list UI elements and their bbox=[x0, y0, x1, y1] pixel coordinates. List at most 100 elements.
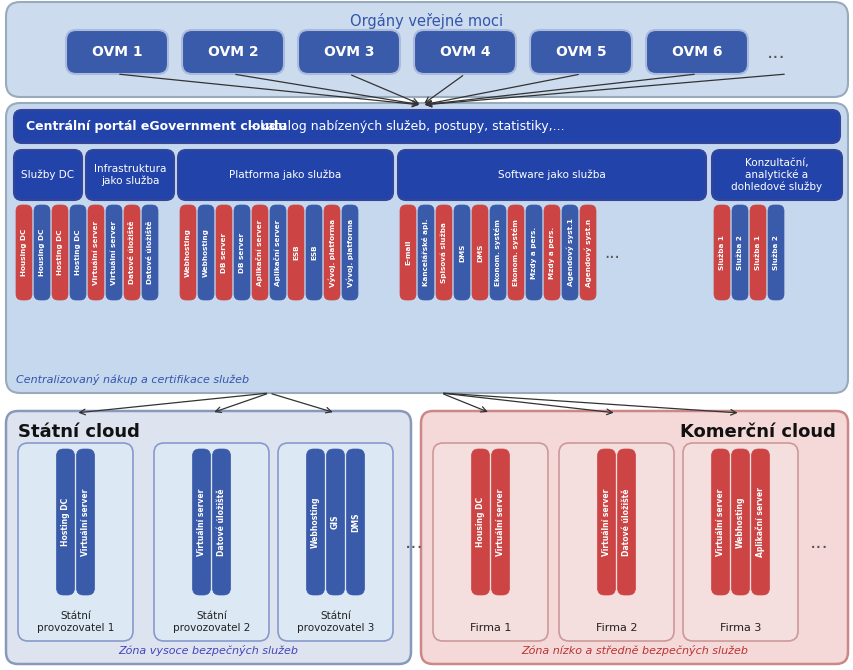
FancyBboxPatch shape bbox=[252, 205, 268, 300]
FancyBboxPatch shape bbox=[397, 150, 705, 200]
FancyBboxPatch shape bbox=[543, 205, 560, 300]
Text: Virtuální server: Virtuální server bbox=[111, 220, 117, 285]
Text: Státní cloud: Státní cloud bbox=[18, 423, 140, 441]
Text: Virtuální server: Virtuální server bbox=[93, 220, 99, 285]
Text: Mzdy a pers.: Mzdy a pers. bbox=[548, 226, 554, 279]
FancyBboxPatch shape bbox=[525, 205, 542, 300]
Text: Aplikační server: Aplikační server bbox=[755, 487, 764, 557]
Text: Datové úložiště: Datové úložiště bbox=[217, 488, 226, 555]
FancyBboxPatch shape bbox=[14, 150, 82, 200]
FancyBboxPatch shape bbox=[399, 205, 415, 300]
Text: OVM 6: OVM 6 bbox=[671, 45, 722, 59]
Text: Platforma jako služba: Platforma jako služba bbox=[229, 170, 341, 180]
Text: OVM 1: OVM 1 bbox=[91, 45, 142, 59]
Text: Datové úložiště: Datové úložiště bbox=[147, 220, 153, 284]
FancyBboxPatch shape bbox=[198, 205, 214, 300]
FancyBboxPatch shape bbox=[561, 205, 577, 300]
Text: Aplikační server: Aplikační server bbox=[274, 219, 281, 285]
Text: DMS: DMS bbox=[458, 243, 464, 262]
FancyBboxPatch shape bbox=[6, 2, 847, 97]
Text: DB server: DB server bbox=[221, 232, 227, 273]
Text: Centralizovaný nákup a certifikace služeb: Centralizovaný nákup a certifikace služe… bbox=[16, 374, 249, 385]
FancyBboxPatch shape bbox=[749, 205, 765, 300]
Text: Služba 1: Služba 1 bbox=[754, 235, 760, 270]
FancyBboxPatch shape bbox=[682, 443, 797, 641]
FancyBboxPatch shape bbox=[270, 205, 286, 300]
Text: Housing DC: Housing DC bbox=[21, 229, 27, 276]
Text: OVM 5: OVM 5 bbox=[555, 45, 606, 59]
Text: Virtuální server: Virtuální server bbox=[197, 488, 206, 555]
Text: Vývoj. platforma: Vývoj. platforma bbox=[328, 218, 335, 287]
FancyBboxPatch shape bbox=[645, 30, 747, 74]
FancyBboxPatch shape bbox=[617, 449, 635, 595]
FancyBboxPatch shape bbox=[154, 443, 269, 641]
Text: Housing DC: Housing DC bbox=[39, 229, 45, 276]
FancyBboxPatch shape bbox=[472, 205, 487, 300]
Text: Firma 1: Firma 1 bbox=[469, 623, 511, 633]
Text: GIS: GIS bbox=[331, 515, 339, 529]
Text: Konzultační,
analytické a
dohledové služby: Konzultační, analytické a dohledové služ… bbox=[730, 158, 821, 192]
Text: Orgány veřejné moci: Orgány veřejné moci bbox=[350, 13, 503, 29]
Text: Kancelářské apl.: Kancelářské apl. bbox=[422, 218, 429, 286]
Text: Webhosting: Webhosting bbox=[203, 228, 209, 277]
FancyBboxPatch shape bbox=[216, 205, 232, 300]
FancyBboxPatch shape bbox=[713, 205, 729, 300]
FancyBboxPatch shape bbox=[106, 205, 122, 300]
Text: Infrastruktura
jako služba: Infrastruktura jako služba bbox=[94, 164, 166, 186]
Text: Virtuální server: Virtuální server bbox=[601, 488, 610, 555]
FancyBboxPatch shape bbox=[77, 449, 95, 595]
Text: Agendový syst.n: Agendový syst.n bbox=[583, 218, 591, 287]
Text: Státní
provozovatel 3: Státní provozovatel 3 bbox=[297, 612, 374, 633]
Text: Mzdy a pers.: Mzdy a pers. bbox=[531, 226, 537, 279]
Text: DMS: DMS bbox=[351, 513, 360, 532]
FancyBboxPatch shape bbox=[731, 449, 749, 595]
FancyBboxPatch shape bbox=[56, 449, 74, 595]
FancyBboxPatch shape bbox=[6, 103, 847, 393]
FancyBboxPatch shape bbox=[306, 449, 324, 595]
Text: Státní
provozovatel 1: Státní provozovatel 1 bbox=[37, 612, 114, 633]
FancyBboxPatch shape bbox=[414, 30, 515, 74]
FancyBboxPatch shape bbox=[124, 205, 140, 300]
FancyBboxPatch shape bbox=[326, 449, 344, 595]
Text: Komerční cloud: Komerční cloud bbox=[679, 423, 835, 441]
Text: ESB: ESB bbox=[293, 245, 299, 261]
FancyBboxPatch shape bbox=[711, 150, 841, 200]
Text: Služba 2: Služba 2 bbox=[736, 235, 742, 270]
FancyBboxPatch shape bbox=[421, 411, 847, 664]
FancyBboxPatch shape bbox=[287, 205, 304, 300]
FancyBboxPatch shape bbox=[6, 411, 410, 664]
Text: ESB: ESB bbox=[310, 245, 316, 261]
Text: Agendový syst.1: Agendový syst.1 bbox=[566, 218, 573, 287]
Text: OVM 3: OVM 3 bbox=[323, 45, 374, 59]
Text: Firma 3: Firma 3 bbox=[719, 623, 760, 633]
Text: Datové úložiště: Datové úložiště bbox=[621, 488, 630, 555]
FancyBboxPatch shape bbox=[14, 110, 839, 143]
FancyBboxPatch shape bbox=[341, 205, 357, 300]
FancyBboxPatch shape bbox=[597, 449, 615, 595]
FancyBboxPatch shape bbox=[767, 205, 783, 300]
Text: Housing DC: Housing DC bbox=[475, 497, 485, 547]
Text: Firma 2: Firma 2 bbox=[595, 623, 636, 633]
FancyBboxPatch shape bbox=[530, 30, 631, 74]
Text: OVM 2: OVM 2 bbox=[207, 45, 258, 59]
FancyBboxPatch shape bbox=[278, 443, 392, 641]
Text: Spisová služba: Spisová služba bbox=[440, 222, 447, 283]
Text: Služba 2: Služba 2 bbox=[772, 235, 778, 270]
FancyBboxPatch shape bbox=[323, 205, 339, 300]
Text: ...: ... bbox=[809, 533, 827, 551]
Text: Služba 1: Služba 1 bbox=[718, 235, 724, 270]
FancyBboxPatch shape bbox=[346, 449, 364, 595]
FancyBboxPatch shape bbox=[508, 205, 524, 300]
Text: Zóna nízko a středně bezpečných služeb: Zóna nízko a středně bezpečných služeb bbox=[520, 645, 747, 656]
FancyBboxPatch shape bbox=[52, 205, 68, 300]
FancyBboxPatch shape bbox=[66, 30, 168, 74]
FancyBboxPatch shape bbox=[86, 150, 174, 200]
FancyBboxPatch shape bbox=[234, 205, 250, 300]
FancyBboxPatch shape bbox=[70, 205, 86, 300]
Text: Webhosting: Webhosting bbox=[735, 496, 744, 548]
FancyBboxPatch shape bbox=[751, 449, 769, 595]
Text: ...: ... bbox=[766, 42, 785, 62]
FancyBboxPatch shape bbox=[432, 443, 548, 641]
FancyBboxPatch shape bbox=[490, 205, 506, 300]
FancyBboxPatch shape bbox=[417, 205, 433, 300]
